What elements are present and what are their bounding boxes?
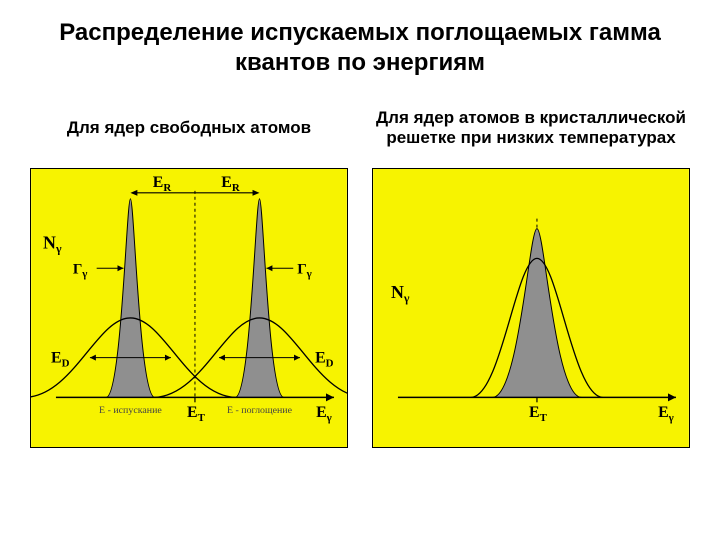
slide-title: Распределение испускаемых поглощаемых га…	[30, 18, 690, 78]
right-chart: NγETEγ	[372, 168, 690, 448]
left-subtitle: Для ядер свободных атомов	[30, 96, 348, 160]
right-column: Для ядер атомов в кристаллической решетк…	[372, 96, 690, 510]
svg-text:E - поглощение: E - поглощение	[227, 405, 293, 416]
left-chart: NγERERΓγΓγEDEDETEγE - испусканиеE - погл…	[30, 168, 348, 448]
left-column: Для ядер свободных атомов NγERERΓγΓγEDED…	[30, 96, 348, 510]
right-subtitle: Для ядер атомов в кристаллической решетк…	[372, 96, 690, 160]
svg-text:E - испускание: E - испускание	[99, 405, 162, 416]
charts-row: Для ядер свободных атомов NγERERΓγΓγEDED…	[30, 96, 690, 510]
